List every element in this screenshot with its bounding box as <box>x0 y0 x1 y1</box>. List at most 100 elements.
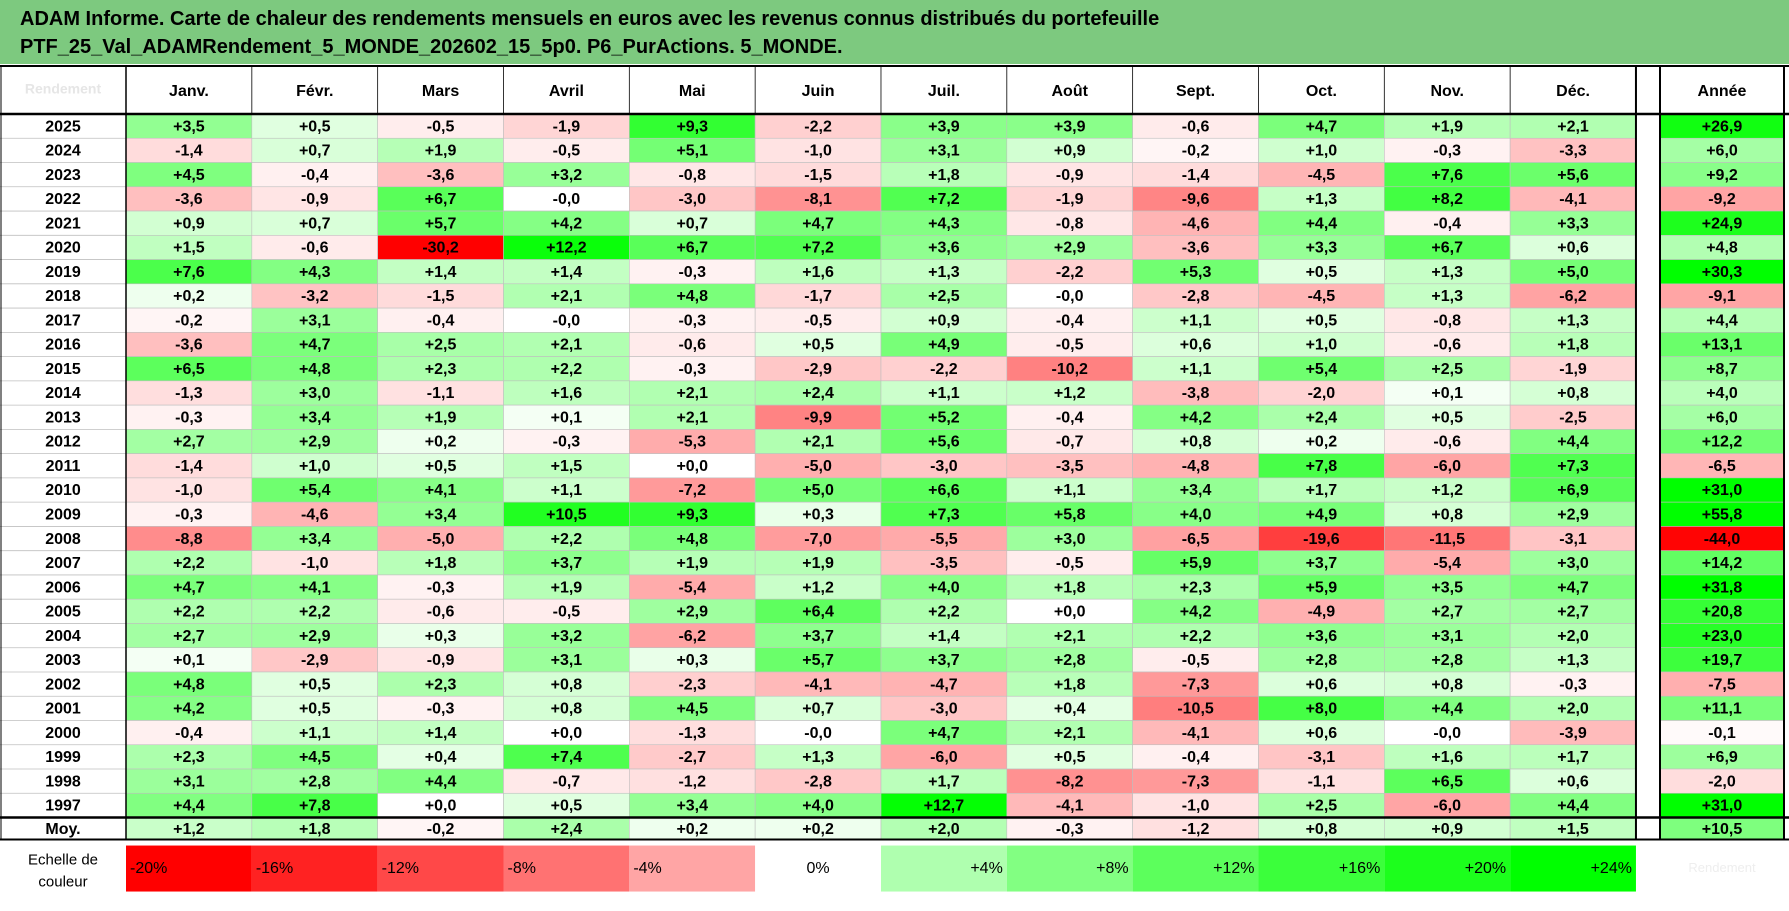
cell-value: +6,4 <box>802 604 834 621</box>
cell-value: +0,6 <box>1557 773 1589 790</box>
cell-value: -3,6 <box>175 191 203 208</box>
cell-value: +1,8 <box>1054 676 1086 693</box>
heat-cell <box>251 671 378 697</box>
heat-cell <box>1132 744 1259 770</box>
cell-value: +2,9 <box>299 628 331 645</box>
heat-cell <box>251 501 378 527</box>
heat-cell <box>1132 477 1259 503</box>
heat-cell <box>251 380 378 406</box>
cell-value: -4,7 <box>930 676 958 693</box>
cell-value: +1,1 <box>928 385 960 402</box>
heat-cell <box>503 792 630 818</box>
cell-value: +5,0 <box>802 482 834 499</box>
scale-swatch <box>1258 845 1385 892</box>
cell-value: -0,8 <box>678 167 706 184</box>
heat-cell <box>629 623 756 649</box>
heat-cell <box>125 792 253 818</box>
cell-value: +4,9 <box>928 337 960 354</box>
month-header: Févr. <box>296 83 333 100</box>
heat-cell <box>629 429 756 454</box>
cell-value: +5,6 <box>928 434 960 451</box>
cell-value: -3,0 <box>678 191 706 208</box>
cell-value: +1,3 <box>1431 264 1463 281</box>
annual-value: +4,8 <box>1706 240 1738 257</box>
cell-value: +2,2 <box>173 604 205 621</box>
heat-cell <box>754 453 882 479</box>
cell-value: +4,8 <box>299 361 331 378</box>
annual-value: +30,3 <box>1702 264 1743 281</box>
cell-value: -0,2 <box>175 312 203 329</box>
heat-cell <box>880 404 1008 430</box>
heat-cell <box>1006 792 1133 818</box>
month-header: Mars <box>422 83 459 100</box>
heat-cell <box>1258 307 1385 333</box>
annual-cell <box>1659 720 1785 746</box>
cell-value: +9,3 <box>676 507 708 524</box>
annual-value: +4,4 <box>1706 312 1738 329</box>
annual-cell <box>1659 744 1785 770</box>
heat-cell <box>503 380 630 406</box>
cell-value: +0,1 <box>551 409 583 426</box>
year-label: 2005 <box>45 604 81 621</box>
cell-value: -1,0 <box>301 555 329 572</box>
cell-value: +6,5 <box>173 361 205 378</box>
cell-value: -3,9 <box>1559 725 1587 742</box>
cell-value: +0,7 <box>802 701 834 718</box>
cell-value: -0,4 <box>301 167 329 184</box>
scale-swatch <box>126 845 252 892</box>
annual-value: -9,2 <box>1708 191 1736 208</box>
heat-cell <box>1384 429 1511 454</box>
scale-value: +12% <box>1213 860 1254 877</box>
cell-value: +2,5 <box>1306 798 1338 815</box>
cell-value: -9,9 <box>804 409 832 426</box>
avg-value: +0,2 <box>802 821 834 838</box>
year-label: 2013 <box>45 409 81 426</box>
year-label: 2011 <box>46 458 81 475</box>
heat-cell <box>503 574 630 600</box>
cell-value: -0,0 <box>553 312 581 329</box>
avg-value: -0,3 <box>1056 821 1084 838</box>
heat-cell <box>251 429 378 454</box>
scale-value: +24% <box>1591 860 1632 877</box>
cell-value: -2,0 <box>1308 385 1336 402</box>
cell-value: -4,1 <box>1559 191 1587 208</box>
cell-value: +1,8 <box>425 555 457 572</box>
heat-cell <box>1509 283 1637 309</box>
heat-cell <box>1006 235 1133 260</box>
annual-value: -0,1 <box>1708 725 1736 742</box>
annual-cell <box>1659 574 1785 600</box>
cell-value: +0,5 <box>1306 264 1338 281</box>
heat-cell <box>754 744 882 770</box>
heat-cell <box>1509 113 1637 139</box>
cell-value: +5,2 <box>928 409 960 426</box>
heat-cell <box>1132 186 1259 212</box>
cell-value: +4,2 <box>551 215 583 232</box>
heat-cell <box>503 598 630 624</box>
cell-value: -19,6 <box>1303 531 1340 548</box>
scale-swatch <box>1510 845 1636 892</box>
heat-cell <box>377 429 504 454</box>
heat-cell <box>1258 768 1385 794</box>
heat-cell <box>1132 235 1259 260</box>
cell-value: -5,4 <box>678 579 706 596</box>
heat-cell <box>1509 162 1637 188</box>
heat-cell <box>251 647 378 673</box>
cell-value: +5,0 <box>1557 264 1589 281</box>
cell-value: +0,9 <box>173 215 205 232</box>
scale-swatch <box>377 845 504 892</box>
heat-cell <box>629 501 756 527</box>
cell-value: +2,0 <box>1557 701 1589 718</box>
scale-swatch <box>1132 845 1259 892</box>
cell-value: +4,7 <box>299 337 331 354</box>
cell-value: -6,0 <box>930 749 958 766</box>
annual-cell <box>1659 210 1785 236</box>
cell-value: +1,9 <box>425 409 457 426</box>
heat-cell <box>1258 210 1385 236</box>
cell-value: +4,4 <box>1431 701 1463 718</box>
annual-value: -9,1 <box>1708 288 1736 305</box>
heat-cell <box>503 137 630 163</box>
cell-value: +0,6 <box>1180 337 1212 354</box>
heat-cell <box>503 768 630 794</box>
cell-value: +12,2 <box>546 240 587 257</box>
heat-cell <box>251 332 378 357</box>
